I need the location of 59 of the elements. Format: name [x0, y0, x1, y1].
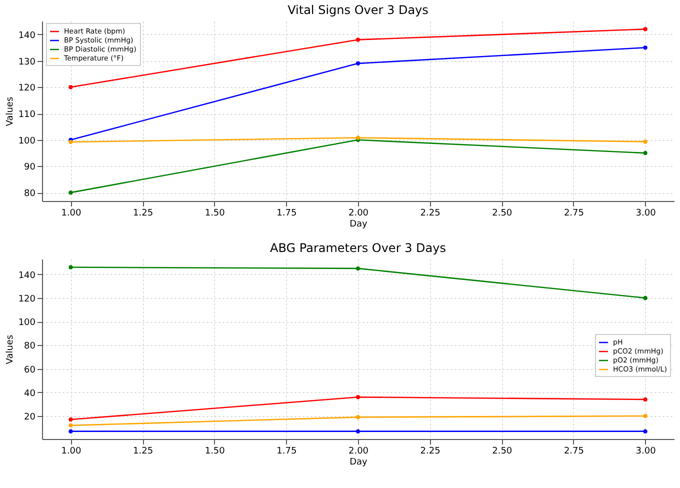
x-tick-label: 1.50	[204, 208, 226, 218]
y-tick-label: 120	[18, 84, 36, 94]
x-tick-label: 3.00	[636, 446, 656, 456]
x-tick-label: 1.00	[61, 446, 82, 456]
y-tick-label: 80	[24, 342, 36, 352]
y-tick-label: 20	[24, 412, 36, 422]
point	[68, 140, 73, 144]
point	[643, 414, 648, 418]
x-tick-label: 2.50	[492, 208, 512, 218]
point	[68, 423, 73, 428]
point	[68, 265, 73, 270]
y-tick-label: 40	[24, 388, 36, 399]
point	[643, 296, 648, 300]
x-axis-title: Day	[350, 220, 368, 230]
point	[643, 140, 648, 144]
point	[68, 85, 73, 90]
point	[68, 417, 73, 422]
y-tick-label: 100	[18, 136, 36, 146]
x-tick-label: 2.25	[420, 446, 440, 456]
y-axis-title: Values	[5, 96, 16, 126]
x-tick-label: 1.25	[133, 446, 154, 456]
x-tick-label: 3.00	[636, 208, 656, 218]
y-tick-label: 100	[18, 318, 36, 328]
y-axis-title: Values	[5, 334, 16, 364]
point	[68, 190, 73, 195]
x-tick-label: 2.00	[348, 446, 369, 456]
point	[68, 429, 73, 434]
x-tick-label: 2.00	[348, 208, 369, 218]
point	[356, 61, 360, 66]
x-tick-label: 1.75	[276, 208, 297, 218]
y-tick-label: 120	[18, 294, 36, 304]
x-axis-title: Day	[350, 458, 368, 468]
point	[643, 150, 648, 156]
chart-title: Vital Signs Over 3 Days	[288, 3, 428, 17]
y-tick-label: 80	[24, 189, 36, 200]
chart-title: ABG Parameters Over 3 Days	[270, 241, 446, 255]
point	[643, 429, 648, 434]
x-tick-label: 2.75	[564, 446, 584, 456]
point	[356, 415, 360, 420]
y-tick-label: 110	[18, 110, 36, 120]
point	[643, 27, 648, 32]
x-tick-label: 2.75	[564, 208, 584, 218]
y-tick-label: 90	[24, 162, 36, 173]
point	[356, 429, 360, 434]
y-tick-label: 130	[18, 57, 36, 68]
y-tick-label: 140	[18, 270, 36, 281]
point	[643, 397, 648, 402]
y-tick-label: 60	[24, 365, 36, 376]
point	[356, 394, 360, 400]
x-tick-label: 1.75	[276, 446, 297, 456]
point	[643, 46, 648, 50]
point	[356, 266, 360, 271]
y-tick-label: 140	[18, 30, 36, 41]
point	[356, 38, 360, 42]
x-tick-label: 2.50	[492, 446, 512, 456]
x-tick-label: 1.25	[133, 208, 154, 218]
x-tick-label: 1.50	[204, 446, 226, 456]
x-tick-label: 2.25	[420, 208, 440, 218]
x-tick-label: 1.00	[61, 208, 82, 218]
